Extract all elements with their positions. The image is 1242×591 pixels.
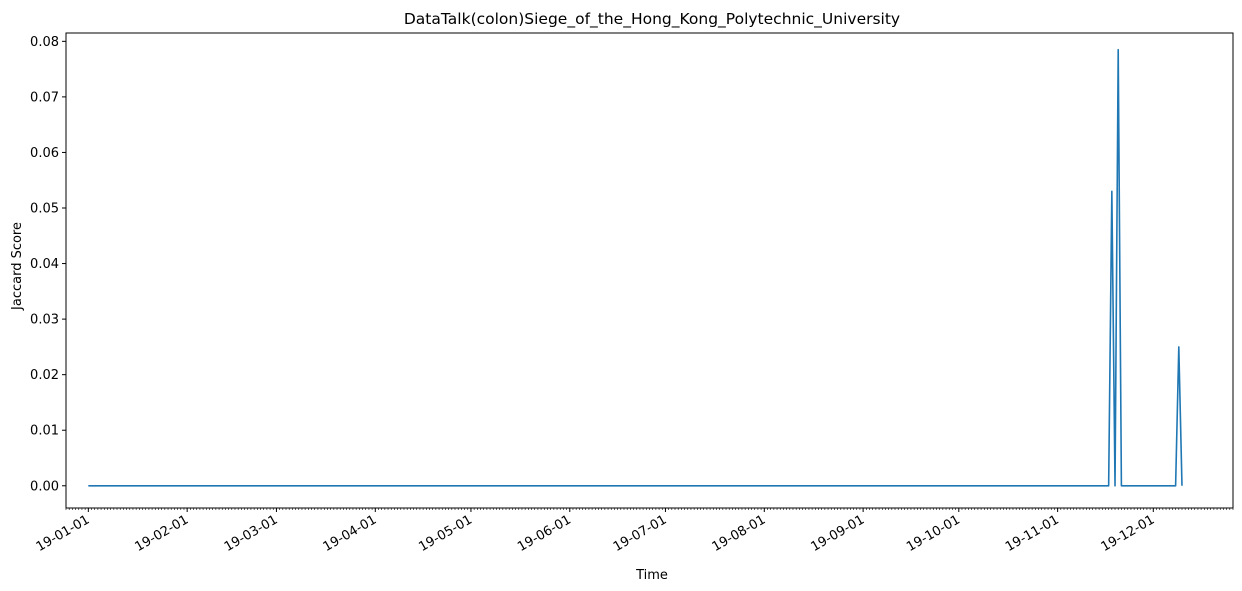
y-tick-label: 0.01	[30, 424, 59, 439]
y-tick-label: 0.08	[30, 35, 59, 50]
series-line	[88, 48, 1183, 487]
x-tick-label: 19-10-01	[904, 512, 963, 554]
y-tick-label: 0.00	[30, 479, 59, 494]
x-tick-label: 19-06-01	[515, 512, 574, 554]
series-layer	[88, 48, 1183, 487]
x-tick-label: 19-11-01	[1003, 512, 1062, 554]
chart-title: DataTalk(colon)Siege_of_the_Hong_Kong_Po…	[404, 10, 900, 29]
x-tick-label: 19-07-01	[611, 512, 670, 554]
x-tick-label: 19-05-01	[416, 512, 475, 554]
x-tick-label: 19-01-01	[34, 512, 93, 554]
x-tick-label: 19-09-01	[809, 512, 868, 554]
x-axis-label: Time	[635, 568, 668, 583]
x-tick-label: 19-04-01	[321, 512, 380, 554]
y-tick-label: 0.03	[30, 313, 59, 328]
x-axis-ticks: 19-01-01 19-02-01 19-03-01 19-04-01 19-05-01…	[34, 508, 1158, 555]
y-axis-label: Jaccard Score	[10, 222, 25, 311]
y-axis-ticks: 0.00 0.01 0.02 0.03 0.04 0.05 0.06 0.07 0.08	[30, 35, 66, 494]
x-tick-label: 19-08-01	[710, 512, 769, 554]
y-tick-label: 0.05	[30, 202, 59, 217]
x-tick-label: 19-02-01	[133, 512, 192, 554]
y-tick-label: 0.06	[30, 146, 59, 161]
x-tick-label: 19-12-01	[1099, 512, 1158, 554]
plot-frame	[65, 32, 1234, 509]
y-tick-label: 0.07	[30, 90, 59, 105]
x-tick-label: 19-03-01	[222, 512, 281, 554]
y-tick-label: 0.04	[30, 257, 59, 272]
y-tick-label: 0.02	[30, 368, 59, 383]
